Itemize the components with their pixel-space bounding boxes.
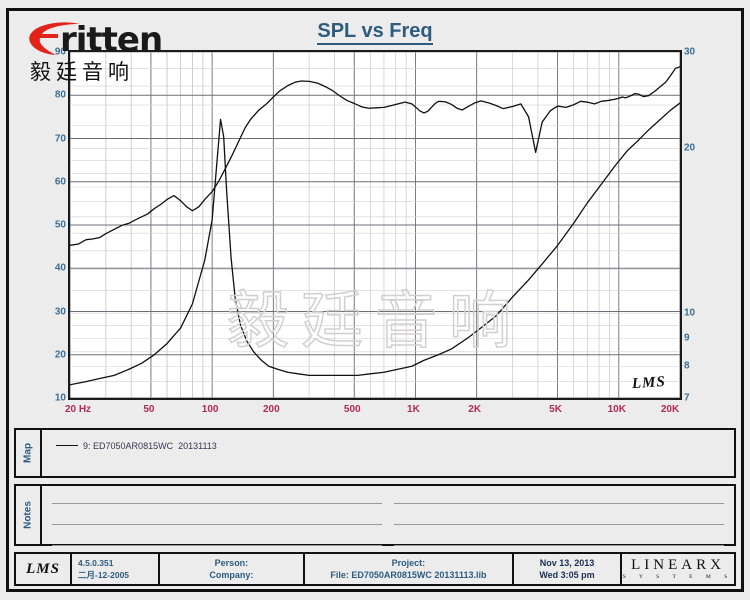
y-tick-label: 90: [54, 46, 66, 58]
build-date: 二月-12-2005: [78, 570, 130, 580]
notes-side-label: Notes: [16, 486, 42, 544]
date-cell: Nov 13, 2013 Wed 3:05 pm: [514, 554, 622, 584]
plot-area[interactable]: 毅廷音响 LMS: [68, 50, 682, 400]
notes-lines[interactable]: [42, 486, 734, 567]
map-entry-name: ED7050AR0815WC: [93, 441, 174, 451]
list-item[interactable]: 9: ED7050AR0815WC 20131113: [56, 441, 217, 451]
time-text: Wed 3:05 pm: [539, 570, 595, 580]
y-tick-label: 60: [54, 176, 66, 188]
x-axis-ticks: 20 Hz 50 100 200 500 1K 2K 5K 10K 20K: [64, 402, 682, 418]
map-side-label: Map: [16, 430, 42, 476]
y2-tick-label: 9: [684, 332, 690, 344]
x-tick-label: 1K: [407, 404, 420, 415]
notes-field[interactable]: [394, 494, 724, 504]
y-tick-label: 40: [54, 262, 66, 274]
status-bar: LMS 4.5.0.351 二月-12-2005 Person: Company…: [14, 552, 736, 586]
x-tick-label: 5K: [549, 404, 562, 415]
notes-field[interactable]: [394, 536, 724, 546]
version-number: 4.5.0.351: [78, 558, 114, 568]
brand-chinese: 毅廷音响: [30, 60, 134, 84]
vendor-name: LINEARX: [631, 557, 725, 573]
vendor-logo: LINEARX S Y S T E M S: [622, 554, 734, 584]
y-tick-label: 10: [54, 392, 66, 404]
y2-axis-ticks: 7 8 9 10 20 30: [684, 46, 724, 404]
vendor-subtitle: S Y S T E M S: [622, 574, 734, 580]
y2-tick-label: 20: [684, 142, 696, 154]
brand-logo: ritten 毅廷音响: [18, 14, 248, 84]
person-cell[interactable]: Person: Company:: [160, 554, 305, 584]
y-tick-label: 30: [54, 306, 66, 317]
version-cell: 4.5.0.351 二月-12-2005: [72, 554, 160, 584]
notes-row: [52, 515, 724, 525]
notes-field[interactable]: [52, 494, 382, 504]
notes-field[interactable]: [52, 536, 382, 546]
file-label: File: ED7050AR0815WC 20131113.lib: [330, 570, 487, 580]
map-legend-list: 9: ED7050AR0815WC 20131113: [42, 430, 734, 476]
x-tick-label: 200: [262, 404, 280, 415]
series-color-swatch: [56, 445, 78, 446]
brand-name: ritten: [60, 20, 163, 60]
lms-logo: LMS: [16, 554, 72, 584]
company-label: Company:: [209, 570, 254, 580]
page-title-text: SPL vs Freq: [317, 20, 433, 45]
notes-field[interactable]: [394, 515, 724, 525]
date-text: Nov 13, 2013: [539, 558, 595, 568]
y-tick-label: 50: [54, 219, 66, 231]
lms-signature: LMS: [631, 373, 667, 393]
map-label-text: Map: [22, 443, 34, 463]
x-tick-label: 50: [143, 404, 155, 415]
y2-tick-label: 7: [684, 392, 690, 404]
plot-canvas: [70, 52, 680, 398]
x-tick-label: 20K: [660, 404, 680, 415]
map-entry-index: 9:: [83, 441, 91, 451]
y-tick-label: 70: [54, 133, 66, 144]
x-tick-label: 20 Hz: [64, 404, 92, 415]
map-entry-date: 20131113: [178, 441, 217, 451]
x-tick-label: 2K: [468, 404, 482, 415]
y2-tick-label: 10: [684, 307, 696, 319]
notes-field[interactable]: [52, 515, 382, 525]
notes-row: [52, 494, 724, 504]
page-title: SPL vs Freq: [0, 20, 750, 45]
y-tick-label: 80: [54, 89, 66, 101]
project-label: Project:: [391, 558, 426, 568]
x-tick-label: 10K: [607, 404, 626, 415]
map-panel: Map 9: ED7050AR0815WC 20131113: [14, 428, 736, 478]
notes-panel: Notes: [14, 484, 736, 567]
x-tick-label: 500: [343, 404, 361, 415]
project-cell[interactable]: Project: File: ED7050AR0815WC 20131113.l…: [305, 554, 514, 584]
red-e-swoosh-icon: [29, 22, 80, 55]
notes-row: [52, 536, 724, 546]
y2-tick-label: 30: [684, 46, 696, 58]
y-axis-ticks: 10 20 30 40 50 60 70 80 90: [28, 46, 66, 404]
person-label: Person:: [214, 558, 249, 568]
notes-label-text: Notes: [22, 501, 34, 529]
x-tick-label: 100: [201, 404, 219, 415]
y-tick-label: 20: [54, 349, 66, 361]
y2-tick-label: 8: [684, 360, 690, 372]
